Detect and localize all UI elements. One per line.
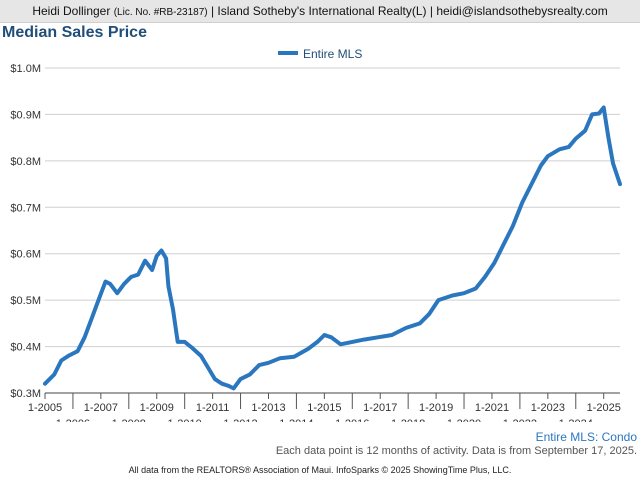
x-tick-label: 1-2012 (223, 418, 257, 422)
x-tick-label: 1-2009 (140, 402, 174, 414)
y-tick-label: $1.0M (10, 63, 41, 75)
x-tick-label: 1-2006 (56, 418, 90, 422)
series-line-entire-mls (43, 105, 622, 391)
x-tick-label: 1-2022 (503, 418, 537, 422)
x-tick-label: 1-2023 (531, 402, 565, 414)
x-tick-label: 1-2010 (168, 418, 202, 422)
x-axis: 1-2005 1-2006 1-2007 1-2008 1-2009 1-2010 1-20… (28, 392, 621, 422)
x-tick-label: 1-2017 (363, 402, 397, 414)
x-tick-label: 1-2018 (391, 418, 425, 422)
x-tick-label: 1-2025 (587, 402, 621, 414)
y-tick-label: $0.5M (10, 295, 41, 307)
series-layer (43, 105, 622, 391)
x-tick-label: 1-2005 (28, 402, 62, 414)
y-axis: $0.3M $0.4M $0.5M $0.6M $0.7M $0.8M $0.9M $1.0M (10, 63, 41, 400)
y-tick-label: $0.8M (10, 156, 41, 168)
x-tick-label: 1-2024 (559, 418, 593, 422)
y-tick-label: $0.7M (10, 202, 41, 214)
grid (45, 67, 620, 394)
y-tick-label: $0.9M (10, 109, 41, 121)
data-credit: All data from the REALTORS® Association … (128, 465, 512, 475)
x-tick-label: 1-2008 (112, 418, 146, 422)
x-tick-label: 1-2015 (307, 402, 341, 414)
x-tick-label: 1-2013 (251, 402, 285, 414)
x-tick-label: 1-2021 (475, 402, 509, 414)
data-note: Each data point is 12 months of activity… (275, 445, 637, 457)
chart-legend: Entire MLS (278, 47, 362, 61)
page-title: Median Sales Price (2, 24, 147, 41)
y-tick-label: $0.6M (10, 249, 41, 261)
x-tick-label: 1-2014 (279, 418, 313, 422)
x-tick-label: 1-2007 (84, 402, 118, 414)
agent-email[interactable]: heidi@islandsothebysrealty.com (436, 4, 608, 18)
x-tick-label: 1-2019 (419, 402, 453, 414)
x-tick-label: 1-2020 (447, 418, 481, 422)
header-bar: Heidi Dollinger (Lic. No. #RB-23187) | I… (0, 0, 640, 23)
x-tick-label: 1-2016 (335, 418, 369, 422)
agent-name: Heidi Dollinger (32, 4, 111, 18)
y-tick-label: $0.3M (10, 388, 41, 400)
legend-label: Entire MLS (303, 47, 362, 61)
segment-label: Entire MLS: Condo (535, 430, 637, 444)
license-number: (Lic. No. #RB-23187) (113, 7, 208, 18)
brokerage-name: | Island Sotheby's International Realty(… (210, 4, 433, 18)
line-chart: Entire MLS $0.3M $0.4M $0.5M $0.6M $0.7M $0.8… (10, 47, 622, 422)
x-tick-label: 1-2011 (196, 402, 229, 414)
y-tick-label: $0.4M (10, 342, 41, 354)
